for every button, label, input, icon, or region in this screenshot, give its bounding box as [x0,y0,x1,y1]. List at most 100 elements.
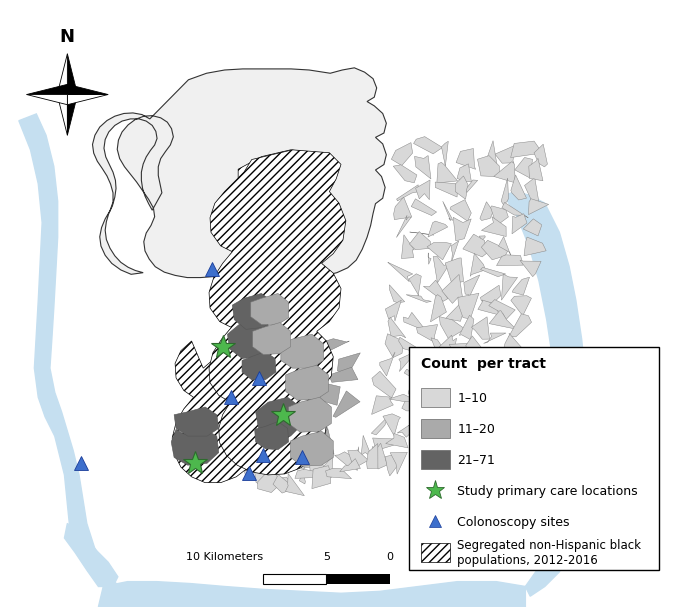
Polygon shape [442,274,463,304]
Polygon shape [278,356,304,374]
Polygon shape [281,334,324,368]
Polygon shape [511,296,531,316]
Bar [326,574,389,583]
Polygon shape [427,243,451,260]
Polygon shape [67,94,108,105]
Polygon shape [523,219,542,236]
Polygon shape [252,323,291,355]
Polygon shape [459,315,474,339]
Polygon shape [504,192,588,596]
Polygon shape [300,467,305,484]
Text: 21–71: 21–71 [458,454,495,467]
Polygon shape [242,352,276,380]
Polygon shape [529,158,543,180]
Polygon shape [435,182,458,197]
Text: 5: 5 [323,553,330,562]
Polygon shape [411,199,436,216]
Polygon shape [232,384,256,408]
Polygon shape [415,433,436,453]
Text: Count  per tract: Count per tract [421,357,546,371]
Polygon shape [480,201,493,221]
Polygon shape [317,382,340,405]
Polygon shape [453,217,471,241]
Polygon shape [240,380,265,397]
Polygon shape [410,449,423,473]
Polygon shape [482,240,508,260]
Text: N: N [60,28,75,46]
Polygon shape [479,236,486,241]
Polygon shape [431,338,442,359]
Text: 0: 0 [386,553,393,562]
Polygon shape [252,373,276,392]
Polygon shape [443,201,453,221]
Polygon shape [485,140,497,168]
Polygon shape [371,416,388,435]
Polygon shape [489,299,515,320]
Polygon shape [436,335,456,357]
Polygon shape [291,431,333,466]
Polygon shape [397,419,419,437]
Polygon shape [433,256,450,283]
Polygon shape [501,178,508,205]
Polygon shape [57,54,67,94]
Polygon shape [196,459,227,480]
Polygon shape [92,68,386,278]
Polygon shape [438,414,460,436]
Polygon shape [238,150,326,286]
Polygon shape [462,376,475,391]
Polygon shape [464,392,486,419]
Polygon shape [385,453,405,476]
Polygon shape [428,221,448,237]
Polygon shape [171,428,219,465]
Polygon shape [480,285,501,304]
Polygon shape [410,232,434,235]
Polygon shape [268,370,279,402]
Polygon shape [477,352,503,363]
Polygon shape [289,447,303,469]
Polygon shape [402,235,415,259]
Polygon shape [269,477,291,485]
Polygon shape [329,367,358,383]
Polygon shape [511,141,540,158]
Polygon shape [367,444,378,469]
Polygon shape [226,447,250,471]
Bar [421,387,449,407]
Polygon shape [470,253,486,277]
Polygon shape [481,267,505,277]
Polygon shape [276,327,300,346]
Polygon shape [235,414,261,441]
Polygon shape [340,458,360,472]
Polygon shape [312,466,331,488]
Polygon shape [484,383,499,397]
Polygon shape [423,280,448,301]
Polygon shape [373,438,398,450]
Polygon shape [451,352,470,373]
Polygon shape [285,355,308,381]
Polygon shape [454,434,477,455]
Polygon shape [495,145,515,163]
Polygon shape [228,320,273,359]
Polygon shape [227,429,252,450]
Polygon shape [309,429,334,455]
Polygon shape [394,197,412,219]
Polygon shape [417,325,438,342]
Polygon shape [441,141,448,166]
Text: 10 Kilometers: 10 Kilometers [186,553,263,562]
Text: Study primary care locations: Study primary care locations [458,485,638,498]
Polygon shape [274,412,291,427]
Polygon shape [326,468,352,479]
Polygon shape [512,214,527,234]
Polygon shape [420,452,442,468]
Polygon shape [445,258,464,283]
Polygon shape [322,339,350,354]
Polygon shape [333,391,360,418]
Polygon shape [511,175,527,200]
Polygon shape [433,413,451,437]
Polygon shape [397,215,411,238]
Polygon shape [441,373,469,392]
Polygon shape [477,156,499,177]
Polygon shape [300,453,316,468]
Polygon shape [437,162,458,183]
Polygon shape [415,354,433,359]
Polygon shape [503,333,525,352]
